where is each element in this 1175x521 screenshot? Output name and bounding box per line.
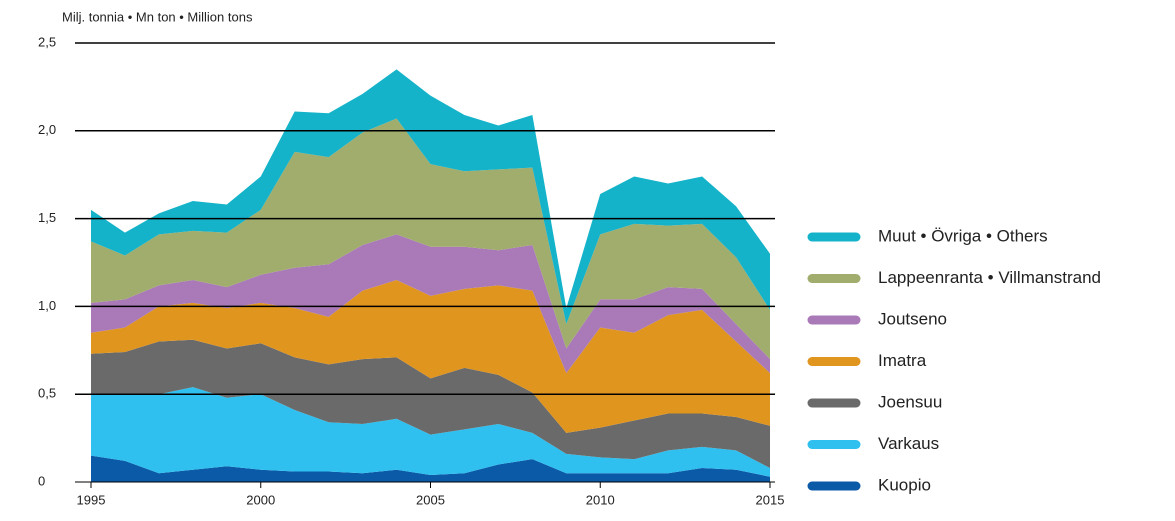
x-tick-label: 2000 [246,492,275,507]
chart-title: Milj. tonnia • Mn ton • Million tons [62,9,253,24]
legend-text: Joensuu [878,392,942,411]
area [91,455,770,482]
area [91,69,770,324]
y-tick-label: 2,0 [38,122,56,137]
legend-text: Kuopio [878,475,931,494]
legend-text: Muut • Övriga • Others [878,226,1048,245]
x-tick-label: 2010 [586,492,615,507]
y-tick-label: 1,5 [38,210,56,225]
area [91,387,770,477]
legend-text: Varkaus [878,434,939,453]
x-tick-label: 2015 [756,492,785,507]
x-tick-label: 2005 [416,492,445,507]
area [91,234,770,374]
y-tick-label: 2,5 [38,34,56,49]
area [91,339,770,468]
area [91,118,770,360]
y-tick-label: 0 [38,473,45,488]
legend-text: Lappeenranta • Villmanstrand [878,268,1101,287]
y-tick-label: 1,0 [38,298,56,313]
y-tick-label: 0,5 [38,386,56,401]
legend-text: Imatra [878,351,927,370]
legend-text: Joutseno [878,309,947,328]
x-tick-label: 1995 [77,492,106,507]
